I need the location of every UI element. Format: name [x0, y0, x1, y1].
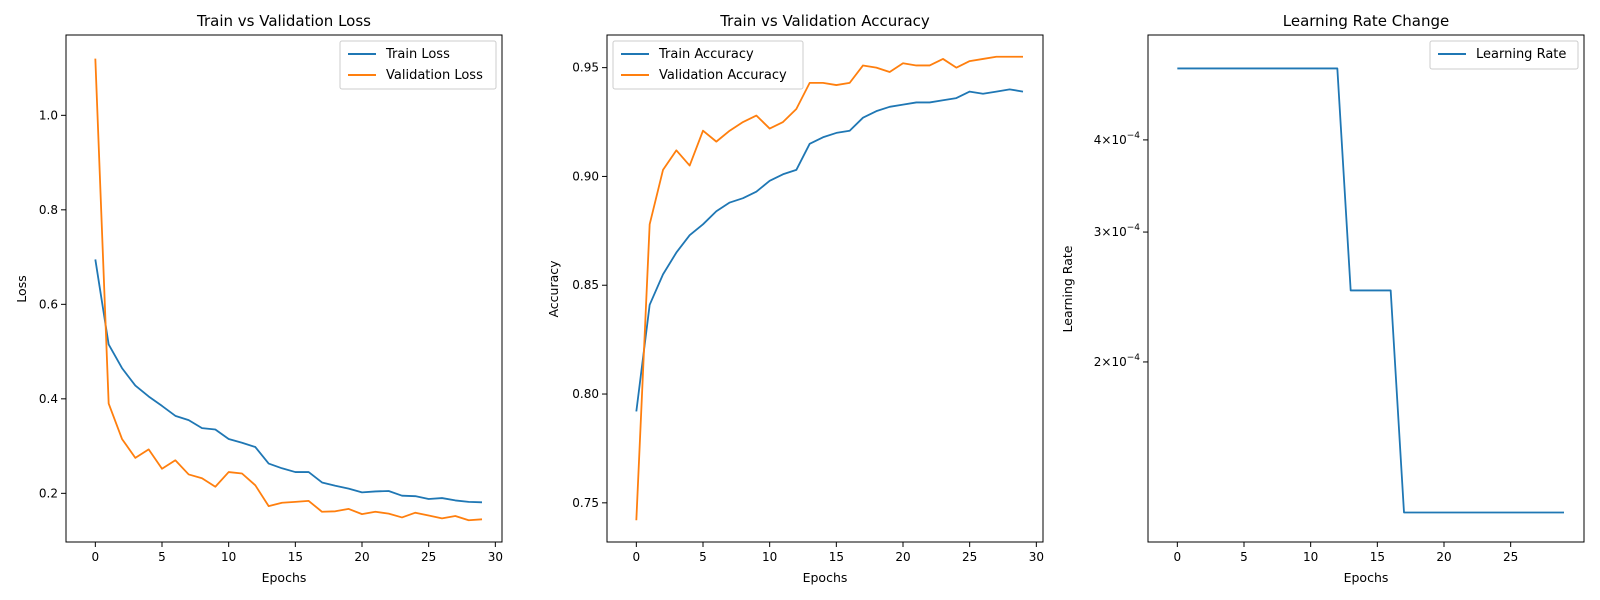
- y-tick-exponent: −4: [1127, 223, 1141, 233]
- x-tick-label: 30: [1029, 550, 1044, 564]
- x-tick-label: 5: [699, 550, 707, 564]
- x-tick-label: 30: [488, 550, 503, 564]
- plot-lines: [635, 55, 1024, 521]
- y-tick-label: 0.6: [39, 297, 58, 311]
- plot-frame: [606, 34, 1044, 543]
- x-tick-label: 15: [1370, 550, 1385, 564]
- axis-ticks: 0 5 10 15 20 25 30 0.75 0.80 0.85 0.90 0.95: [572, 61, 1044, 564]
- legend-box: [612, 40, 804, 90]
- x-tick-label: 5: [158, 550, 166, 564]
- series-line-learning-rate: [1177, 67, 1564, 514]
- x-axis-label: Epochs: [1344, 570, 1389, 585]
- y-tick-label: 0.8: [39, 203, 58, 217]
- legend: Train Loss Validation Loss: [339, 40, 497, 90]
- y-tick-label: 0.95: [572, 61, 599, 75]
- x-tick-label: 25: [962, 550, 977, 564]
- plot-frame: [65, 34, 503, 543]
- series-line-validation-accuracy: [635, 55, 1023, 521]
- x-tick-label: 25: [1503, 550, 1518, 564]
- y-tick-label: 0.80: [572, 387, 599, 401]
- plot-lines: [1177, 67, 1564, 514]
- y-tick-exponent: −4: [1127, 131, 1141, 141]
- series-line-train-loss: [94, 259, 483, 504]
- loss-chart-panel: Train vs Validation Loss Epochs Loss 0 5 1…: [14, 12, 503, 585]
- y-axis-label: Accuracy: [546, 260, 561, 318]
- chart-title: Learning Rate Change: [1283, 12, 1449, 30]
- y-tick-label: 0.2: [39, 486, 58, 500]
- y-axis-label: Learning Rate: [1060, 245, 1075, 332]
- legend-label-validation-accuracy: Validation Accuracy: [659, 68, 787, 83]
- x-tick-label: 25: [421, 550, 436, 564]
- legend-label-train-loss: Train Loss: [385, 47, 450, 62]
- y-tick-exponent: −4: [1127, 353, 1141, 363]
- x-tick-label: 10: [1303, 550, 1318, 564]
- x-axis-label: Epochs: [803, 570, 848, 585]
- accuracy-chart-panel: Train vs Validation Accuracy Epochs Accu…: [546, 12, 1044, 585]
- chart-title: Train vs Validation Loss: [196, 12, 371, 30]
- series-line-validation-loss: [94, 58, 483, 522]
- x-tick-label: 0: [1174, 550, 1182, 564]
- x-tick-label: 5: [1240, 550, 1248, 564]
- y-tick-label: 0.75: [572, 496, 599, 510]
- y-tick-label: 0.90: [572, 169, 599, 183]
- legend: Train Accuracy Validation Accuracy: [612, 40, 804, 90]
- plot-lines: [94, 58, 483, 522]
- x-axis-label: Epochs: [262, 570, 307, 585]
- x-tick-label: 10: [762, 550, 777, 564]
- x-tick-label: 20: [354, 550, 369, 564]
- x-tick-label: 20: [895, 550, 910, 564]
- plot-frame: [1147, 34, 1585, 543]
- chart-title: Train vs Validation Accuracy: [719, 12, 930, 30]
- axis-ticks: 0 5 10 15 20 25 30 0.2 0.4 0.6 0.8 1.0: [39, 108, 503, 564]
- y-tick-label: 0.85: [572, 278, 599, 292]
- x-tick-label: 15: [288, 550, 303, 564]
- y-axis-label: Loss: [14, 275, 29, 302]
- legend-box: [339, 40, 497, 90]
- legend-label-validation-loss: Validation Loss: [386, 68, 483, 83]
- legend-label-learning-rate: Learning Rate: [1476, 47, 1566, 62]
- legend-label-train-accuracy: Train Accuracy: [658, 47, 754, 62]
- x-tick-label: 0: [92, 550, 100, 564]
- x-tick-label: 20: [1436, 550, 1451, 564]
- legend-box: [1429, 40, 1579, 70]
- series-line-train-accuracy: [635, 88, 1024, 412]
- legend: Learning Rate: [1429, 40, 1579, 70]
- y-tick-label: 0.4: [39, 392, 58, 406]
- learning-rate-chart-panel: Learning Rate Change Epochs Learning Rat…: [1060, 12, 1585, 585]
- x-tick-label: 0: [633, 550, 641, 564]
- x-tick-label: 10: [221, 550, 236, 564]
- y-tick-label: 1.0: [39, 108, 58, 122]
- x-tick-label: 15: [829, 550, 844, 564]
